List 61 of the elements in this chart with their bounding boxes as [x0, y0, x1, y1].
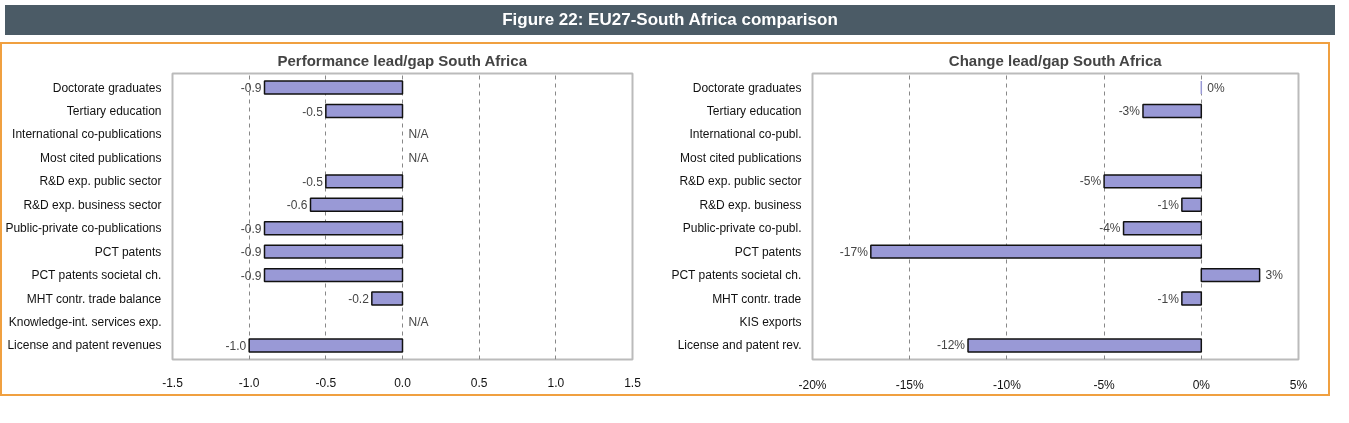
- y-tick-label: PCT patents societal ch.: [671, 268, 802, 283]
- data-label: -4%: [1099, 221, 1121, 236]
- y-tick-label: License and patent revenues: [7, 338, 162, 353]
- y-tick-label: Knowledge-int. services exp.: [8, 314, 162, 329]
- y-tick-label: Public-private co-publications: [5, 221, 162, 236]
- y-tick-label: Most cited publications: [680, 150, 802, 165]
- chart-title: Performance lead/gap South Africa: [277, 51, 528, 69]
- y-tick-label: Public-private co-publ.: [682, 221, 802, 236]
- data-label: -0.9: [240, 268, 262, 283]
- data-label: -0.9: [240, 221, 262, 236]
- data-label: -17%: [839, 244, 869, 259]
- y-tick-label: PCT patents: [94, 244, 162, 259]
- x-tick-label: 1.0: [547, 375, 565, 390]
- y-tick-label: International co-publications: [12, 127, 162, 142]
- y-tick-label: MHT contr. trade balance: [26, 291, 162, 306]
- data-label: -0.5: [302, 174, 324, 189]
- x-tick-label: -1.0: [238, 375, 260, 390]
- x-tick-label: -0.5: [315, 375, 337, 390]
- data-label: -1%: [1157, 291, 1180, 306]
- x-tick-label: -1.5: [162, 375, 184, 390]
- text: N/A: [408, 127, 429, 142]
- y-tick-label: MHT contr. trade: [712, 291, 802, 306]
- data-label: -1%: [1157, 197, 1180, 212]
- x-tick-label: 5%: [1289, 377, 1308, 392]
- x-tick-label: -5%: [1093, 377, 1116, 392]
- y-tick-label: R&D exp. business: [699, 197, 802, 212]
- chart-title: Change lead/gap South Africa: [948, 51, 1163, 69]
- data-label: -0.2: [348, 292, 370, 307]
- x-tick-label: 0%: [1192, 377, 1211, 392]
- data-label: 3%: [1265, 268, 1284, 283]
- x-tick-label: -15%: [895, 377, 925, 392]
- y-tick-label: Doctorate graduates: [52, 80, 162, 95]
- data-label: -0.9: [240, 81, 262, 96]
- y-tick-label: R&D exp. public sector: [39, 174, 162, 189]
- y-tick-label: License and patent rev.: [677, 338, 802, 353]
- y-tick-label: R&D exp. business sector: [23, 197, 162, 212]
- y-tick-label: R&D exp. public sector: [679, 174, 802, 189]
- data-label: 0%: [1207, 80, 1225, 95]
- x-tick-label: 0.5: [470, 375, 488, 390]
- x-tick-label: 0.0: [394, 375, 412, 390]
- data-label: -0.9: [240, 245, 262, 260]
- x-tick-label: -20%: [798, 377, 827, 392]
- x-tick-label: 1.5: [624, 375, 642, 390]
- y-tick-label: PCT patents: [734, 244, 802, 259]
- data-label: -0.5: [302, 104, 324, 119]
- y-tick-label: Doctorate graduates: [692, 80, 802, 95]
- data-label: -3%: [1118, 104, 1141, 119]
- y-tick-label: Most cited publications: [40, 150, 162, 165]
- data-label: -1.0: [225, 338, 247, 353]
- x-tick-label: -10%: [992, 377, 1022, 392]
- y-tick-label: KIS exports: [739, 314, 802, 329]
- y-tick-label: Tertiary education: [706, 104, 802, 119]
- text: N/A: [408, 150, 429, 165]
- y-tick-label: PCT patents societal ch.: [31, 268, 162, 283]
- text: N/A: [408, 314, 429, 329]
- y-tick-label: Tertiary education: [66, 104, 162, 119]
- data-label: -0.6: [286, 198, 308, 213]
- data-label: -5%: [1079, 174, 1102, 189]
- caption: Figure 22: EU27-South Africa comparison: [502, 9, 838, 31]
- data-label: -12%: [937, 338, 966, 353]
- y-tick-label: International co-publ.: [689, 127, 802, 142]
